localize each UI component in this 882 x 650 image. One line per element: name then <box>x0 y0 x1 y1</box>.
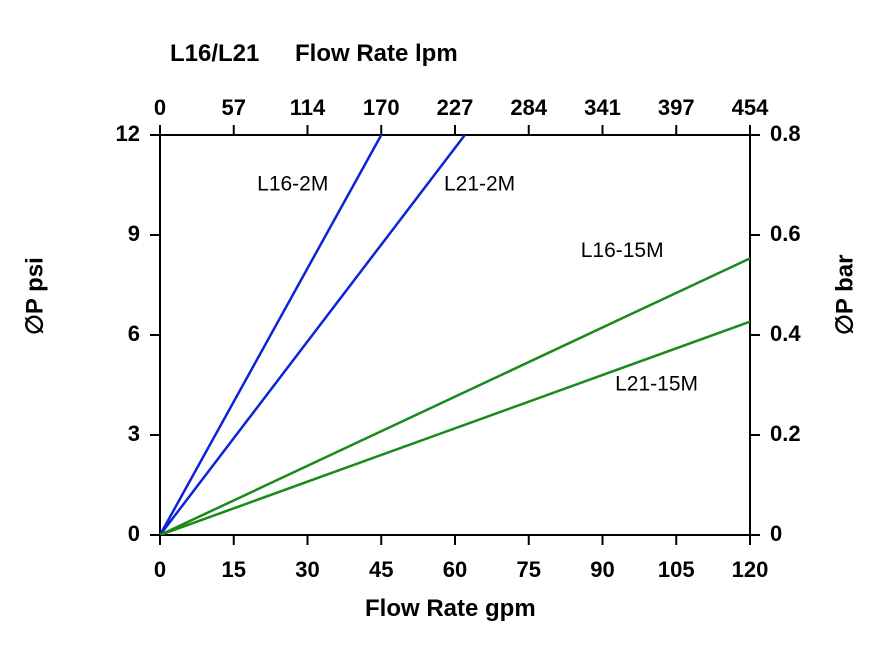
svg-text:227: 227 <box>437 95 474 120</box>
svg-text:0.2: 0.2 <box>770 421 801 446</box>
svg-text:114: 114 <box>290 95 326 120</box>
svg-text:0: 0 <box>128 521 140 546</box>
series-label-L16-15M: L16-15M <box>581 239 664 262</box>
svg-text:341: 341 <box>584 95 621 120</box>
svg-text:75: 75 <box>517 557 541 582</box>
axis-label-bottom: Flow Rate gpm <box>365 595 536 623</box>
svg-text:45: 45 <box>369 557 393 582</box>
svg-text:60: 60 <box>443 557 467 582</box>
series-L21-15M <box>160 322 750 535</box>
series-label-L21-15M: L21-15M <box>615 373 698 396</box>
svg-text:0: 0 <box>154 95 166 120</box>
svg-text:120: 120 <box>732 557 769 582</box>
axis-label-left: ∅P psi <box>21 257 50 335</box>
chart-title: L16/L21 <box>170 40 259 68</box>
svg-text:0.4: 0.4 <box>770 321 801 346</box>
svg-text:15: 15 <box>222 557 246 582</box>
axis-label-right: ∅P bar <box>831 255 860 336</box>
svg-text:284: 284 <box>510 95 547 120</box>
svg-text:0: 0 <box>770 521 782 546</box>
chart-svg: 0153045607590105120057114170227284341397… <box>0 0 882 650</box>
svg-text:170: 170 <box>363 95 400 120</box>
svg-text:12: 12 <box>116 121 140 146</box>
svg-text:454: 454 <box>732 95 769 120</box>
series-label-L21-2M: L21-2M <box>444 173 515 196</box>
series-label-L16-2M: L16-2M <box>257 173 328 196</box>
svg-text:6: 6 <box>128 321 140 346</box>
svg-text:397: 397 <box>658 95 695 120</box>
axis-label-top: Flow Rate lpm <box>295 40 458 68</box>
svg-text:90: 90 <box>590 557 614 582</box>
svg-text:0.6: 0.6 <box>770 221 801 246</box>
chart-container: 0153045607590105120057114170227284341397… <box>0 0 882 650</box>
svg-text:3: 3 <box>128 421 140 446</box>
svg-text:30: 30 <box>295 557 319 582</box>
svg-text:57: 57 <box>222 95 246 120</box>
svg-text:9: 9 <box>128 221 140 246</box>
svg-text:105: 105 <box>658 557 695 582</box>
svg-text:0.8: 0.8 <box>770 121 801 146</box>
series-L16-15M <box>160 258 750 535</box>
svg-text:0: 0 <box>154 557 166 582</box>
